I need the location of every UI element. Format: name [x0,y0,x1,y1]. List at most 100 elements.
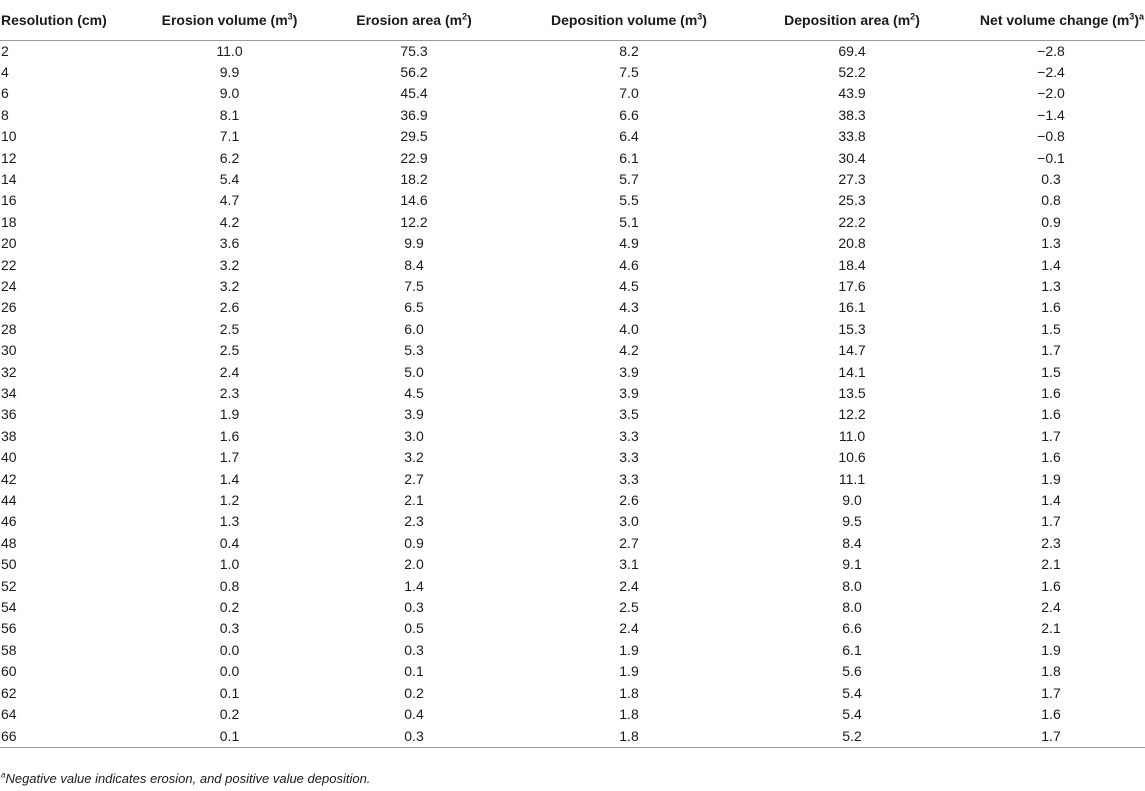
cell-erosion-area: 0.1 [404,663,424,680]
cell-deposition-volume: 3.5 [619,406,639,423]
cell-resolution: 30 [1,342,17,359]
cell-erosion-volume: 0.1 [219,684,240,701]
cell-erosion-volume: 0.3 [219,620,240,637]
cell-net-volume-change: 1.7 [957,725,1145,748]
cell-resolution: 8 [1,106,9,123]
cell-erosion-area: 0.3 [404,641,424,658]
cell-net-volume-change: 1.5 [1041,363,1061,380]
table-row: 28 2.5 6.0 4.0 15.3 1.5 [0,319,1145,340]
cell-erosion-volume: 1.0 [219,556,240,573]
table-row: 26 2.6 6.5 4.3 16.1 1.6 [0,297,1145,318]
cell-deposition-area: 16.1 [838,299,866,316]
cell-erosion-area: 8.4 [404,256,424,273]
cell-net-volume-change: −1.4 [1037,106,1065,123]
table-row: 30 2.5 5.3 4.2 14.7 1.7 [0,340,1145,361]
cell-deposition-volume: 1.8 [619,706,639,723]
table-row: 8 8.1 36.9 6.6 38.3 −1.4 [0,105,1145,126]
cell-erosion-area: 2.7 [404,470,424,487]
table-row: 46 1.3 2.3 3.0 9.5 1.7 [0,511,1145,532]
cell-erosion-area: 0.5 [404,620,424,637]
table-row: 60 0.0 0.1 1.9 5.6 1.8 [0,661,1145,682]
table-row: 14 5.4 18.2 5.7 27.3 0.3 [0,169,1145,190]
column-header-erosion-volume: Erosion volume (m3) [142,0,317,41]
cell-deposition-area: 8.4 [842,534,862,551]
cell-net-volume-change: 1.6 [1041,706,1061,723]
table-row: 48 0.4 0.9 2.7 8.4 2.3 [0,533,1145,554]
cell-deposition-volume: 2.6 [619,492,639,509]
cell-erosion-volume: 3.2 [219,277,240,294]
cell-deposition-area: 52.2 [838,63,866,80]
cell-deposition-volume: 5.5 [619,192,639,209]
cell-resolution: 44 [1,492,17,509]
cell-deposition-area: 12.2 [838,406,866,423]
cell-net-volume-change: 1.6 [1041,385,1061,401]
cell-deposition-volume: 7.0 [619,85,639,102]
cell-erosion-volume: 11.0 [216,42,243,59]
cell-deposition-volume: 4.3 [619,299,639,316]
cell-deposition-volume: 6.6 [619,106,639,123]
cell-erosion-volume: 2.3 [219,385,240,401]
cell-resolution: 32 [1,363,17,380]
cell-resolution: 26 [1,299,17,316]
cell-deposition-volume: 3.9 [619,363,639,380]
cell-deposition-area: 5.4 [842,706,862,723]
cell-erosion-volume: 1.3 [219,513,240,530]
cell-deposition-area: 8.0 [842,577,862,594]
cell-erosion-area: 6.0 [404,320,424,337]
cell-erosion-volume: 1.9 [219,406,240,423]
table-row: 62 0.1 0.2 1.8 5.4 1.7 [0,683,1145,704]
cell-resolution: 66 [0,725,142,748]
cell-erosion-area: 3.2 [404,449,424,466]
cell-erosion-volume: 5.4 [219,170,240,187]
cell-deposition-volume: 3.3 [619,427,639,444]
cell-net-volume-change: 1.7 [1041,684,1061,701]
cell-deposition-volume: 3.0 [619,513,639,530]
cell-resolution: 34 [1,385,17,401]
cell-erosion-area: 0.2 [404,684,424,701]
cell-erosion-volume: 0.0 [219,641,240,658]
data-table: Resolution (cm) Erosion volume (m3) Eros… [0,0,1145,748]
cell-erosion-area: 0.9 [404,534,424,551]
cell-erosion-volume: 9.9 [219,63,240,80]
cell-deposition-area: 5.6 [842,663,862,680]
cell-net-volume-change: 2.1 [1041,556,1061,573]
table-row: 6 9.0 45.4 7.0 43.9 −2.0 [0,83,1145,104]
cell-net-volume-change: 1.4 [1041,256,1061,273]
cell-deposition-area: 38.3 [838,106,866,123]
table-row: 58 0.0 0.3 1.9 6.1 1.9 [0,640,1145,661]
table-row: 56 0.3 0.5 2.4 6.6 2.1 [0,618,1145,639]
cell-deposition-volume: 5.1 [619,213,639,230]
cell-erosion-volume: 4.2 [219,213,240,230]
table-row: 20 3.6 9.9 4.9 20.8 1.3 [0,233,1145,254]
cell-erosion-area: 7.5 [404,277,424,294]
cell-net-volume-change: 0.3 [1041,170,1061,187]
cell-deposition-volume: 3.9 [619,385,639,401]
cell-erosion-area: 4.5 [404,385,424,401]
cell-erosion-volume: 0.8 [219,577,240,594]
cell-erosion-volume: 2.6 [219,299,240,316]
cell-erosion-area: 0.4 [404,706,424,723]
cell-net-volume-change: 2.3 [1041,534,1061,551]
cell-erosion-area: 45.4 [400,85,428,102]
cell-erosion-volume: 3.6 [219,235,240,252]
cell-erosion-area: 3.0 [404,427,424,444]
cell-resolution: 10 [1,128,17,145]
cell-net-volume-change: −2.0 [1037,85,1065,102]
cell-net-volume-change: 1.9 [1041,641,1061,658]
table-row: 34 2.3 4.5 3.9 13.5 1.6 [0,383,1145,404]
cell-erosion-area: 5.3 [404,342,424,359]
cell-net-volume-change: 1.6 [1041,299,1061,316]
cell-erosion-area: 29.5 [400,128,428,145]
table-row: 40 1.7 3.2 3.3 10.6 1.6 [0,447,1145,468]
cell-erosion-area: 5.0 [404,363,424,380]
cell-net-volume-change: 1.3 [1041,277,1061,294]
cell-deposition-volume: 2.7 [619,534,639,551]
table-row: 16 4.7 14.6 5.5 25.3 0.8 [0,190,1145,211]
cell-resolution: 24 [1,277,17,294]
cell-resolution: 58 [1,641,17,658]
cell-deposition-volume: 1.9 [619,641,639,658]
cell-deposition-volume: 4.9 [619,235,639,252]
cell-deposition-area: 69.4 [838,42,866,59]
cell-resolution: 56 [1,620,17,637]
